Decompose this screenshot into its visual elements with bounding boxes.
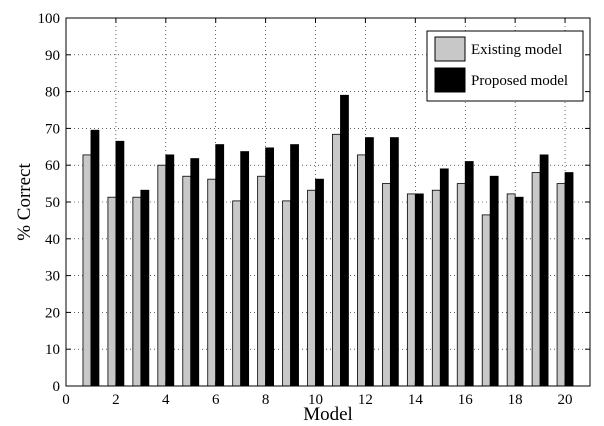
bar-existing-model [431,189,441,387]
bar-proposed-model [389,137,399,387]
bar-existing-model [556,183,566,387]
bar-proposed-model [514,196,524,387]
x-tick-label: 8 [262,392,270,408]
x-tick-label: 6 [212,392,220,408]
y-tick-label: 40 [45,232,60,248]
legend: Existing model Proposed model [426,30,584,102]
bar-proposed-model [240,151,250,387]
tick-labels: 0 10 20 30 40 50 60 70 80 90 100 0 2 4 6 8 10 12 14 16 18 20 [38,11,573,408]
bar-proposed-model [539,154,549,387]
bar-existing-model [332,133,341,387]
bar-existing-model [182,175,192,387]
y-tick-label: 0 [53,379,61,395]
bar-proposed-model [165,154,175,387]
legend-swatch-proposed-model [434,67,466,93]
bar-existing-model [381,183,391,387]
bar-proposed-model [215,144,225,387]
bar-existing-model [257,175,267,387]
y-tick-label: 60 [45,158,60,174]
bar-proposed-model [365,137,374,387]
x-tick-label: 10 [308,392,323,408]
bar-existing-model [82,154,92,387]
bar-proposed-model [265,147,275,387]
bar-proposed-model [464,161,474,387]
bar-proposed-model [140,189,150,387]
bar-proposed-model [115,140,125,387]
bar-existing-model [481,214,491,387]
bar-proposed-model [489,175,499,387]
bars [82,94,574,387]
bar-existing-model [406,193,416,387]
bar-proposed-model [340,94,349,387]
x-axis-title: Model [303,404,353,425]
bar-existing-model [357,154,366,387]
bar-proposed-model [290,144,299,387]
x-tick-label: 20 [558,392,573,408]
y-axis-title: % Correct [14,163,35,241]
bar-existing-model [232,200,242,387]
bar-proposed-model [414,193,424,387]
y-tick-label: 90 [45,48,60,64]
x-tick-label: 12 [358,392,373,408]
bar-proposed-model [439,168,449,387]
bar-existing-model [531,172,541,387]
bar-existing-model [282,200,291,387]
y-tick-label: 100 [38,11,61,27]
x-tick-label: 4 [162,392,170,408]
legend-label-existing-model: Existing model [471,42,562,58]
x-tick-label: 2 [112,392,120,408]
y-tick-label: 70 [45,121,60,137]
x-tick-label: 18 [508,392,523,408]
y-tick-label: 50 [45,195,60,211]
x-tick-label: 0 [62,392,70,408]
y-tick-label: 10 [45,342,60,358]
bar-proposed-model [190,158,200,387]
bar-proposed-model [564,172,574,387]
y-tick-label: 30 [45,269,60,285]
bar-existing-model [506,193,516,387]
bar-existing-model [456,183,466,387]
x-tick-label: 14 [408,392,424,408]
y-tick-label: 20 [45,305,60,321]
bar-proposed-model [315,178,324,387]
legend-label-proposed-model: Proposed model [471,73,568,89]
y-tick-label: 80 [45,85,60,101]
bar-existing-model [132,196,142,387]
bar-existing-model [107,196,117,387]
legend-swatch-existing-model [434,36,466,62]
bar-existing-model [207,178,217,387]
x-tick-label: 16 [458,392,474,408]
bar-existing-model [307,189,316,387]
axis-ticks [65,17,590,387]
bar-existing-model [157,164,167,387]
bar-proposed-model [90,129,100,387]
